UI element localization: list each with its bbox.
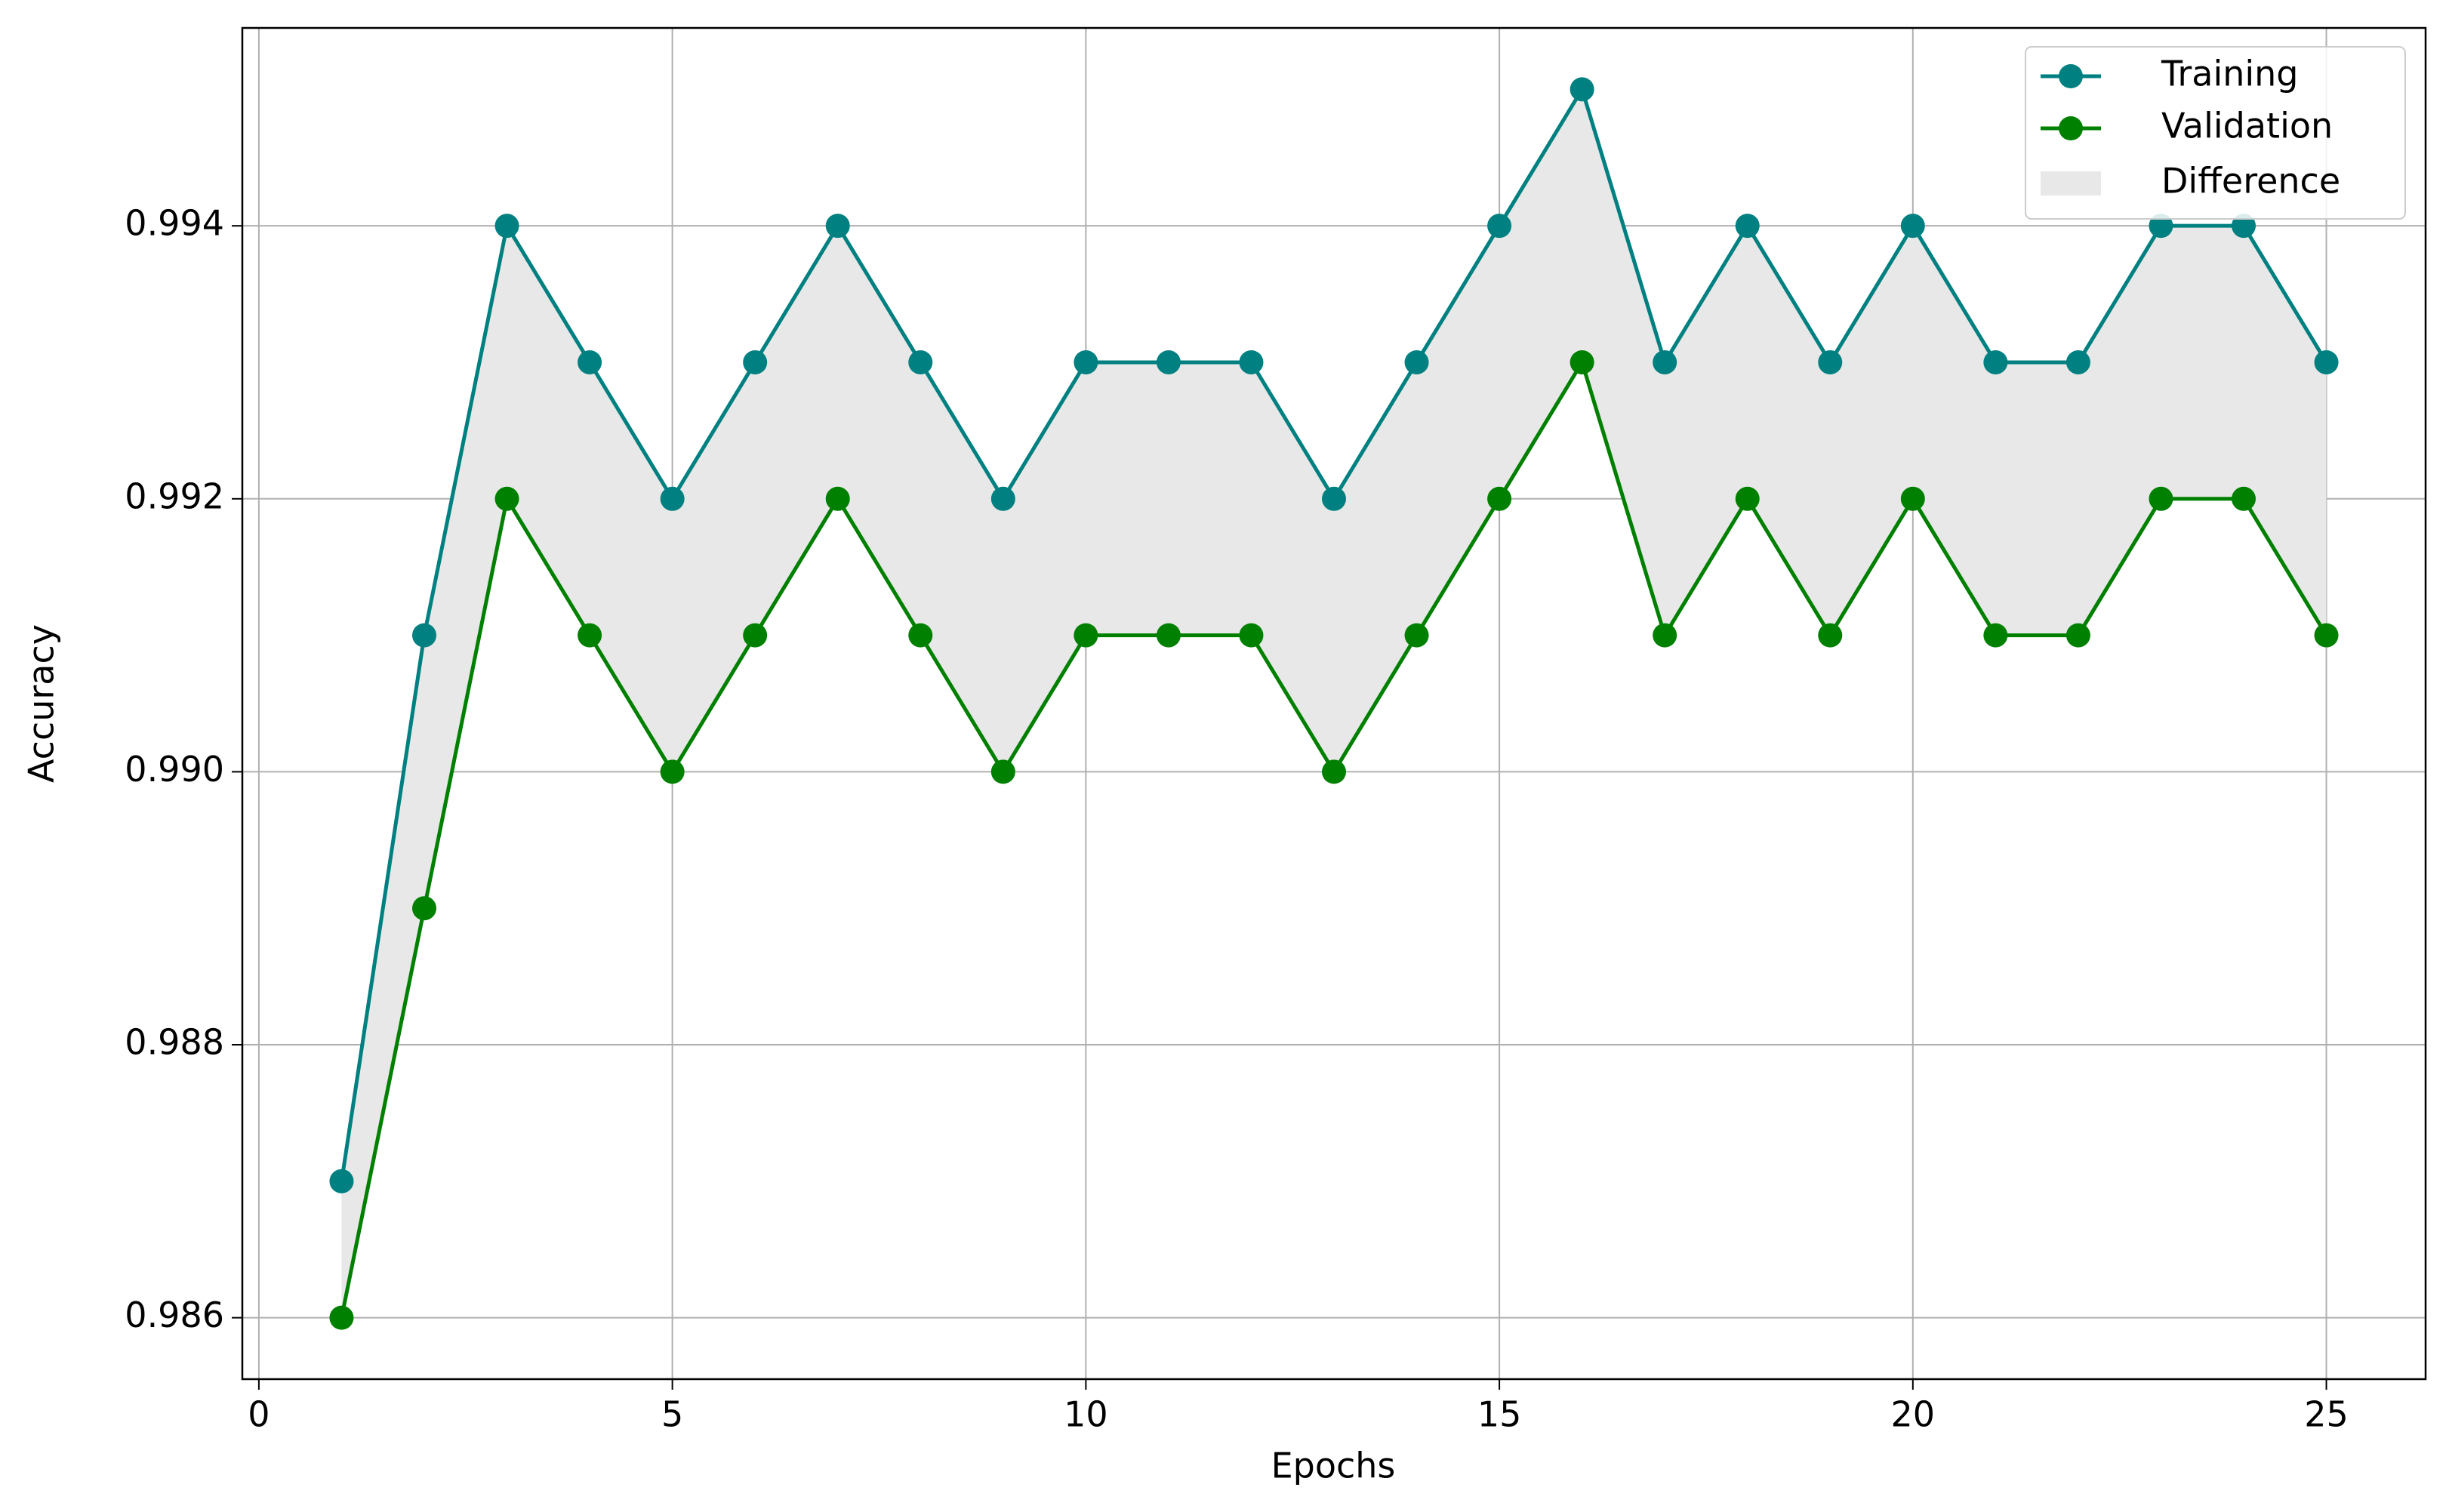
legend-label: Difference: [2161, 161, 2340, 202]
point: [1322, 759, 1346, 784]
point: [908, 350, 933, 374]
y-axis-label: Accuracy: [21, 624, 62, 783]
point: [494, 214, 519, 239]
point: [1239, 350, 1264, 374]
point: [329, 1305, 354, 1330]
point: [1983, 350, 2008, 374]
legend-swatch: [2041, 171, 2101, 196]
legend-label: Training: [2161, 54, 2299, 94]
point: [1239, 623, 1264, 648]
point: [1156, 623, 1181, 648]
axes-frame: [241, 26, 2427, 1381]
legend-label: Validation: [2161, 106, 2333, 146]
point: [1653, 350, 1677, 374]
point: [1900, 214, 1925, 239]
y-tick-label: 0.988: [125, 1022, 224, 1063]
point: [412, 896, 436, 921]
point: [2232, 214, 2256, 239]
legend-box: [2025, 46, 2406, 220]
legend-marker: [2059, 116, 2083, 140]
point: [1570, 77, 1594, 102]
point: [494, 486, 519, 511]
point: [1322, 486, 1346, 511]
point: [1404, 350, 1429, 374]
point: [578, 350, 602, 374]
point: [1653, 623, 1677, 648]
point: [578, 623, 602, 648]
x-tick-label: 15: [1477, 1394, 1522, 1435]
y-tick-label: 0.986: [125, 1295, 224, 1335]
point: [2065, 350, 2090, 374]
x-tick-label: 0: [248, 1394, 270, 1435]
plot-area: [242, 28, 2426, 1379]
point: [1818, 350, 1843, 374]
point: [990, 486, 1015, 511]
point: [2149, 214, 2173, 239]
y-tick-label: 0.994: [125, 203, 224, 244]
difference-area: [341, 89, 2327, 1318]
x-tick-label: 20: [1891, 1394, 1936, 1435]
point: [1487, 214, 1512, 239]
point: [329, 1169, 354, 1193]
point: [825, 214, 850, 239]
point: [743, 350, 768, 374]
point: [1487, 486, 1512, 511]
point: [660, 759, 685, 784]
point: [1900, 486, 1925, 511]
x-tick-label: 5: [661, 1394, 683, 1435]
point: [1074, 623, 1098, 648]
point: [2314, 623, 2339, 648]
point: [660, 486, 685, 511]
point: [2314, 350, 2339, 374]
y-tick-label: 0.990: [125, 749, 224, 790]
point: [1570, 350, 1594, 374]
point: [1983, 623, 2008, 648]
point: [1074, 350, 1098, 374]
point: [1156, 350, 1181, 374]
x-axis-label: Epochs: [1271, 1446, 1396, 1486]
point: [1735, 214, 1760, 239]
point: [743, 623, 768, 648]
point: [908, 623, 933, 648]
legend: Training Validation Difference: [2025, 46, 2406, 220]
point: [2149, 486, 2173, 511]
point: [2065, 623, 2090, 648]
point: [990, 759, 1015, 784]
point: [1818, 623, 1843, 648]
y-tick-label: 0.992: [125, 476, 224, 516]
x-tick-label: 25: [2304, 1394, 2349, 1435]
legend-marker: [2059, 64, 2083, 88]
point: [412, 623, 436, 648]
point: [1735, 486, 1760, 511]
point: [1404, 623, 1429, 648]
x-tick-label: 10: [1064, 1394, 1108, 1435]
point: [825, 486, 850, 511]
point: [2232, 486, 2256, 511]
